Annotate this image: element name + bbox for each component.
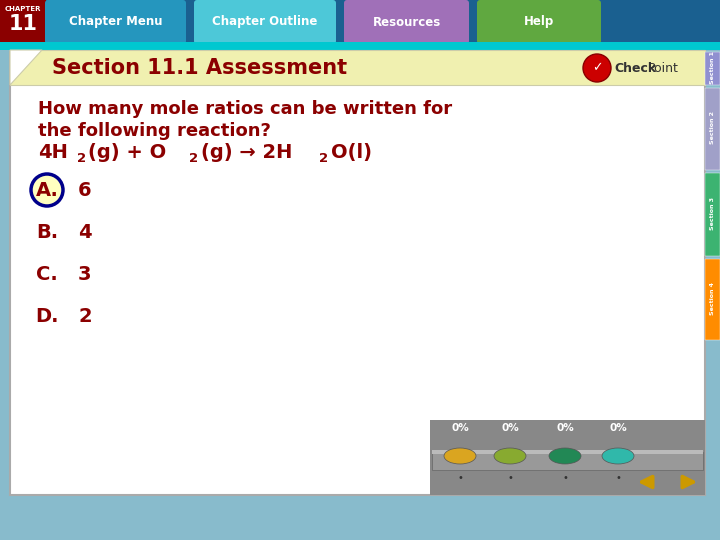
Text: Help: Help: [524, 16, 554, 29]
FancyBboxPatch shape: [10, 52, 705, 495]
Text: 4H: 4H: [38, 143, 68, 162]
FancyBboxPatch shape: [430, 420, 705, 495]
Text: 0%: 0%: [609, 423, 627, 433]
Text: 4: 4: [78, 222, 91, 241]
Text: Section 11.1 Assessment: Section 11.1 Assessment: [52, 58, 347, 78]
FancyBboxPatch shape: [705, 88, 720, 170]
FancyBboxPatch shape: [10, 50, 705, 85]
FancyBboxPatch shape: [432, 452, 703, 470]
Text: 0%: 0%: [556, 423, 574, 433]
Text: •: •: [562, 473, 568, 483]
Ellipse shape: [494, 448, 526, 464]
FancyBboxPatch shape: [705, 52, 720, 85]
FancyBboxPatch shape: [45, 0, 186, 44]
FancyBboxPatch shape: [705, 173, 720, 256]
Text: 2: 2: [189, 152, 199, 165]
Text: Section 3: Section 3: [709, 197, 714, 230]
Text: Section 4: Section 4: [709, 282, 714, 315]
Text: Chapter Outline: Chapter Outline: [212, 16, 318, 29]
FancyBboxPatch shape: [477, 0, 601, 44]
Text: D.: D.: [35, 307, 59, 326]
Text: •: •: [615, 473, 621, 483]
Text: Section 1: Section 1: [709, 51, 714, 84]
Text: How many mole ratios can be written for: How many mole ratios can be written for: [38, 100, 452, 118]
FancyBboxPatch shape: [0, 0, 720, 43]
Text: (g) → 2H: (g) → 2H: [201, 143, 292, 162]
Text: Section 2: Section 2: [709, 111, 714, 145]
Text: Point: Point: [648, 62, 679, 75]
Text: 0%: 0%: [501, 423, 519, 433]
FancyBboxPatch shape: [705, 259, 720, 340]
Text: Chapter Menu: Chapter Menu: [68, 16, 162, 29]
FancyBboxPatch shape: [0, 0, 46, 43]
Text: •: •: [507, 473, 513, 483]
Text: 0%: 0%: [451, 423, 469, 433]
Text: Resources: Resources: [372, 16, 441, 29]
Polygon shape: [10, 50, 42, 85]
Text: B.: B.: [36, 222, 58, 241]
Text: Check: Check: [614, 62, 656, 75]
Text: CHAPTER: CHAPTER: [5, 6, 41, 12]
Circle shape: [31, 174, 63, 206]
Text: O(l): O(l): [330, 143, 372, 162]
FancyBboxPatch shape: [432, 450, 703, 454]
Ellipse shape: [444, 448, 476, 464]
Text: ✓: ✓: [592, 62, 602, 75]
Text: 3: 3: [78, 265, 91, 284]
Text: •: •: [457, 473, 463, 483]
Text: 2: 2: [76, 152, 86, 165]
Text: A.: A.: [35, 180, 58, 199]
Text: 11: 11: [9, 14, 37, 34]
Ellipse shape: [549, 448, 581, 464]
FancyBboxPatch shape: [0, 42, 720, 50]
Text: (g) + O: (g) + O: [89, 143, 166, 162]
Text: 2: 2: [78, 307, 91, 326]
Circle shape: [583, 54, 611, 82]
Text: the following reaction?: the following reaction?: [38, 122, 271, 140]
Ellipse shape: [602, 448, 634, 464]
Text: C.: C.: [36, 265, 58, 284]
Text: 2: 2: [319, 152, 328, 165]
Text: 6: 6: [78, 180, 91, 199]
FancyBboxPatch shape: [344, 0, 469, 44]
FancyBboxPatch shape: [194, 0, 336, 44]
